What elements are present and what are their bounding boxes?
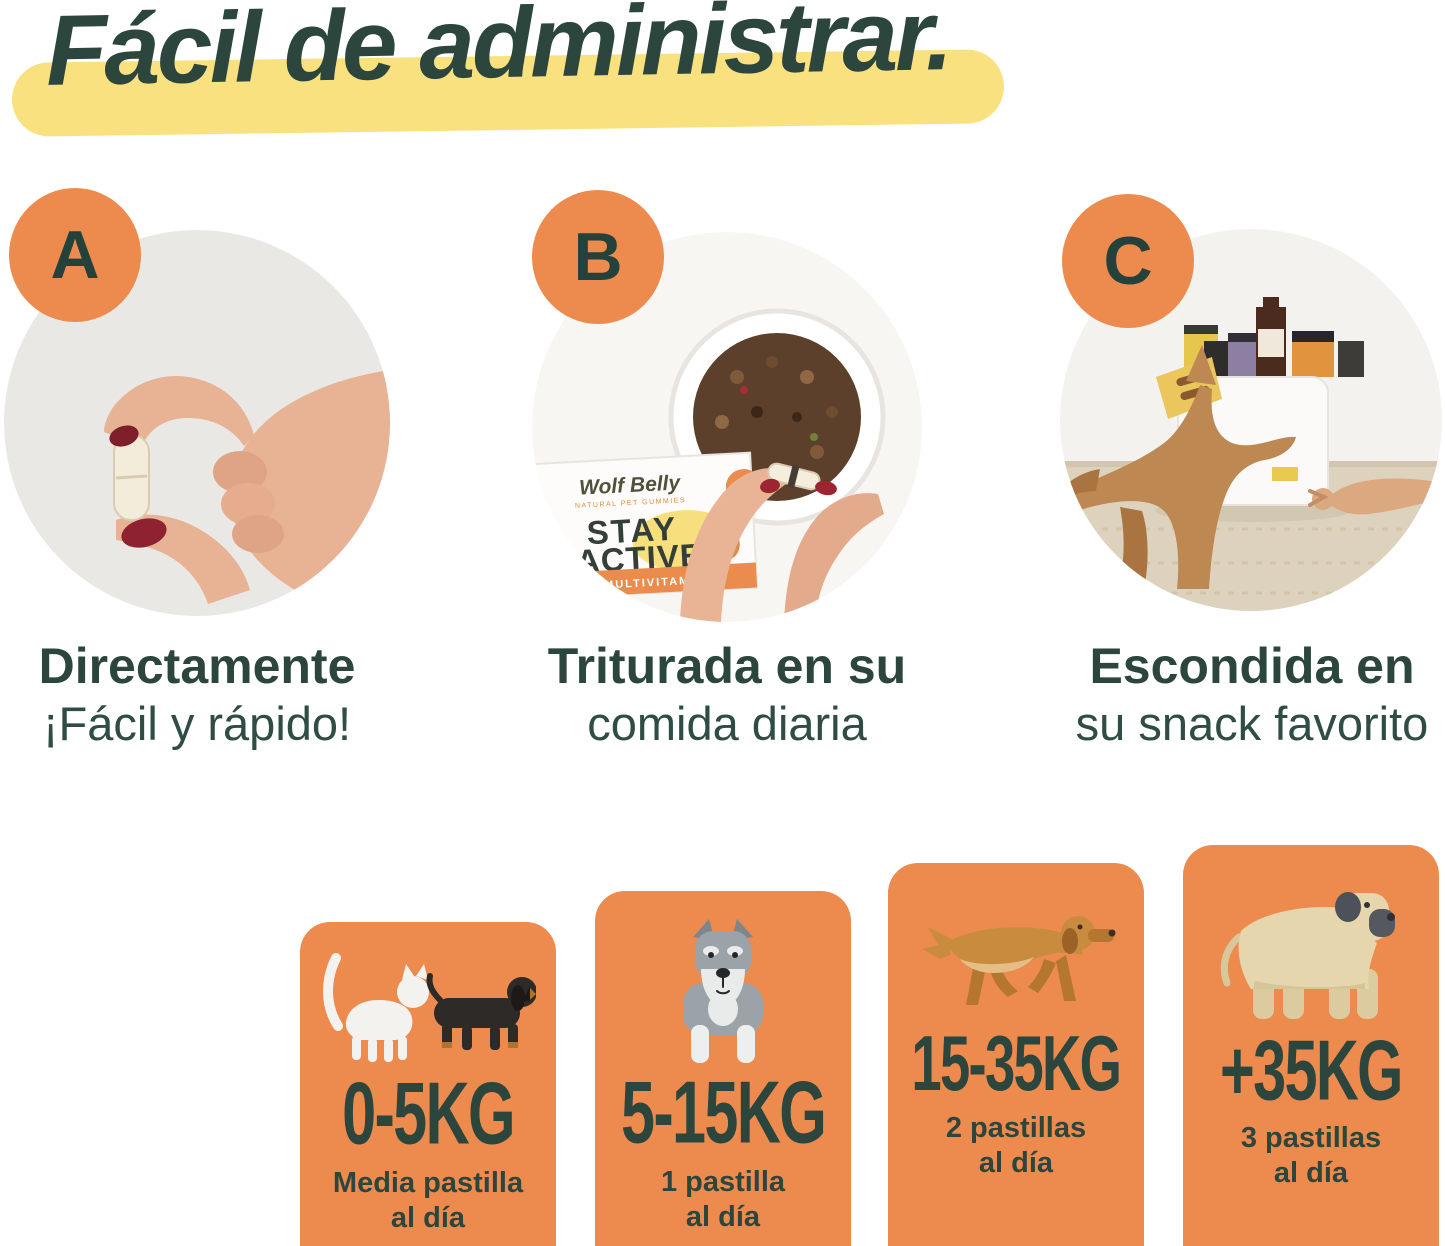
weight-range: +35KG [1220, 1022, 1403, 1118]
golden-retriever-icon [922, 916, 1116, 1005]
method-title: Directamente [38, 638, 356, 694]
method-title: Triturada en su [547, 638, 907, 694]
flavor-label: LIVER [532, 522, 533, 539]
fingernail [815, 480, 837, 496]
caption-method-a: Directamente ¡Fácil y rápido! [0, 638, 407, 751]
dog-ear [1335, 892, 1361, 922]
title-block: Fácil de administrar. [0, 0, 1040, 160]
box-dog-illustration [532, 541, 540, 578]
badge-letter: A [50, 217, 100, 293]
dose-text: 2 pastillas al día [946, 1111, 1086, 1181]
badge-b: B [532, 190, 664, 324]
schnauzer-icon [683, 919, 763, 1063]
product-name-line1: STAY [586, 510, 678, 552]
shield-icon [556, 576, 573, 597]
dosage-card-5-15kg: 5-15KG 1 pastilla al día [595, 891, 851, 1246]
dose-line2: al día [1273, 1156, 1349, 1189]
dose-line1: 2 pastillas [945, 1112, 1087, 1144]
left-hand [680, 468, 786, 622]
method-subtitle: ¡Fácil y rápido! [42, 697, 352, 750]
dosage-card-15-35kg: 15-35KG 2 pastillas al día [888, 863, 1144, 1246]
mastiff-icon [1220, 892, 1395, 1019]
dose-line2: al día [390, 1201, 466, 1234]
right-hand [784, 493, 884, 622]
badge-a: A [9, 188, 141, 322]
badge-c: C [1062, 194, 1194, 328]
dosage-card-35kg-plus: +35KG 3 pastillas al día [1183, 845, 1439, 1246]
page-title: Fácil de administrar. [45, 0, 951, 107]
fingernail [760, 478, 780, 494]
method-subtitle: su snack favorito [1075, 697, 1429, 750]
dog-tail [922, 927, 952, 959]
dachshund-icon [426, 973, 536, 1050]
thumbnail [121, 518, 167, 548]
dose-text: 1 pastilla al día [661, 1165, 785, 1235]
dose-line2: al día [685, 1200, 761, 1233]
supplement-jars [1184, 297, 1364, 377]
dose-line1: 1 pastilla [660, 1166, 786, 1198]
dose-line1: Media pastilla [332, 1167, 524, 1199]
caption-method-b: Triturada en su comida diaria [517, 638, 937, 751]
container-label [1272, 467, 1298, 481]
dosage-card-0-5kg: 0-5KG Media pastilla al día [300, 922, 556, 1246]
weight-range: 5-15KG [620, 1064, 827, 1162]
badge-letter: B [573, 219, 623, 295]
method-subtitle: comida diaria [587, 697, 867, 750]
dose-line1: 3 pastillas [1240, 1122, 1382, 1154]
product-brand: Wolf Belly [578, 471, 682, 499]
crush-pill-into-bowl-illustration: Wolf Belly NATURAL PET GUMMIES STAY ACTI… [532, 232, 922, 622]
dose-text: 3 pastillas al día [1241, 1121, 1381, 1191]
badge-letter: C [1103, 223, 1153, 299]
cat-icon [323, 953, 429, 1062]
cat-and-dachshund-icon [323, 953, 536, 1062]
photo-pill-crushed-into-food: Wolf Belly NATURAL PET GUMMIES STAY ACTI… [532, 232, 922, 622]
method-title: Escondida en [1089, 638, 1415, 694]
weight-range: 0-5KG [342, 1065, 515, 1163]
dog-tail [1220, 933, 1243, 987]
fingernail [109, 425, 139, 447]
dose-line2: al día [978, 1146, 1054, 1179]
ribbon-text: MULTIVITAMIN [604, 574, 706, 591]
weight-range: 15-35KG [911, 1019, 1123, 1107]
dose-text: Media pastilla al día [333, 1166, 523, 1236]
caption-method-c: Escondida en su snack favorito [1042, 638, 1445, 751]
photo-dog-taking-snack [1060, 229, 1442, 611]
index-finger [104, 375, 254, 446]
dog-taking-snack-illustration [1060, 229, 1442, 611]
human-arm [1308, 478, 1442, 515]
